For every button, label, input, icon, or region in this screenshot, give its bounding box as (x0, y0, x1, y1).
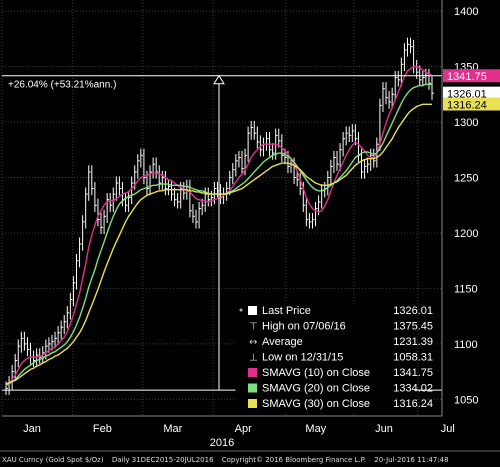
x-tick-label: Feb (93, 423, 112, 435)
average-icon: ↔ (249, 337, 257, 348)
y-tick-label: 1100 (454, 339, 478, 351)
legend-row: ⊥ Low on 12/31/15 1058.31 (249, 352, 433, 364)
value-tag-text: 1316.24 (447, 100, 487, 112)
security-name: XAU Curncy (Gold Spot $/Oz) (2, 456, 104, 464)
timestamp-text: 20-Jul-2016 11:47:48 (374, 456, 449, 464)
copyright-text: Copyright© 2016 Bloomberg Finance L.P. (221, 456, 367, 464)
legend-label: Last Price (262, 305, 311, 317)
x-tick-label: Apr (235, 423, 252, 435)
chart-legend: Last Price 1326.01 ⊤ High on 07/06/16 1375.4… (235, 301, 433, 413)
y-tick-label: 1200 (454, 228, 478, 240)
legend-label: Low on 12/31/15 (262, 352, 343, 364)
date-range: Daily 31DEC2015-20JUL2016 (111, 456, 214, 464)
x-axis: Jan Feb Mar Apr May Jun Jul 2016 (0, 415, 500, 452)
sma10-last-tag: 1341.75 (443, 69, 500, 83)
legend-label: SMAVG (10) on Close (262, 367, 370, 379)
legend-row: SMAVG (30) on Close 1316.24 (248, 398, 433, 410)
measure-label: +26.04% (+53.21%ann.) (8, 80, 116, 91)
x-tick-label: Jan (23, 423, 41, 435)
legend-box (235, 301, 415, 413)
legend-row: SMAVG (20) on Close 1334.02 (248, 383, 433, 395)
square-yellow-icon (248, 399, 257, 408)
value-tag-box (443, 69, 500, 83)
legend-label: High on 07/06/16 (262, 321, 346, 333)
x-tick-label: Jul (441, 423, 455, 435)
value-tag-box (443, 97, 500, 111)
x-tick-label: Mar (163, 423, 182, 435)
sma30-last-tag: 1316.24 (443, 97, 500, 112)
legend-row: SMAVG (10) on Close 1341.75 (248, 367, 433, 379)
square-green-icon (248, 383, 257, 393)
legend-row: ⊤ High on 07/06/16 1375.45 (249, 321, 433, 333)
y-tick-label: 1300 (454, 117, 478, 129)
measure-arrow-icon (213, 74, 225, 85)
legend-value: 1341.75 (393, 367, 433, 379)
legend-value: 1326.01 (393, 305, 433, 317)
chart-footer: XAU Curncy (Gold Spot $/Oz) Daily 31DEC2… (2, 456, 455, 464)
y-tick-label: 1250 (454, 172, 478, 184)
high-icon: ⊤ (249, 322, 258, 333)
legend-handle-icon (239, 308, 243, 312)
y-axis: 105011001150120012501300135014001341.751… (441, 0, 500, 416)
legend-row: Last Price 1326.01 (248, 305, 433, 317)
y-tick-label: 1150 (454, 283, 478, 295)
x-year-label: 2016 (210, 437, 234, 449)
square-magenta-icon (248, 368, 257, 377)
value-tag-text: 1341.75 (447, 71, 487, 83)
legend-value: 1058.31 (393, 352, 433, 364)
low-icon: ⊥ (249, 353, 258, 364)
legend-label: SMAVG (30) on Close (262, 398, 370, 410)
x-tick-label: May (305, 423, 326, 435)
legend-label: SMAVG (20) on Close (262, 383, 370, 395)
legend-value: 1334.02 (393, 383, 433, 395)
legend-value: 1316.24 (393, 398, 433, 410)
legend-value: 1231.39 (393, 336, 433, 348)
chart-grid (1, 0, 442, 416)
legend-label: Average (262, 336, 303, 348)
y-tick-label: 1050 (454, 394, 478, 406)
square-white-icon (248, 306, 257, 315)
legend-value: 1375.45 (393, 321, 433, 333)
value-tag-box (443, 86, 500, 100)
x-tick-label: Jun (375, 423, 393, 435)
y-tick-label: 1400 (454, 6, 478, 18)
legend-row: ↔ Average 1231.39 (249, 336, 433, 348)
